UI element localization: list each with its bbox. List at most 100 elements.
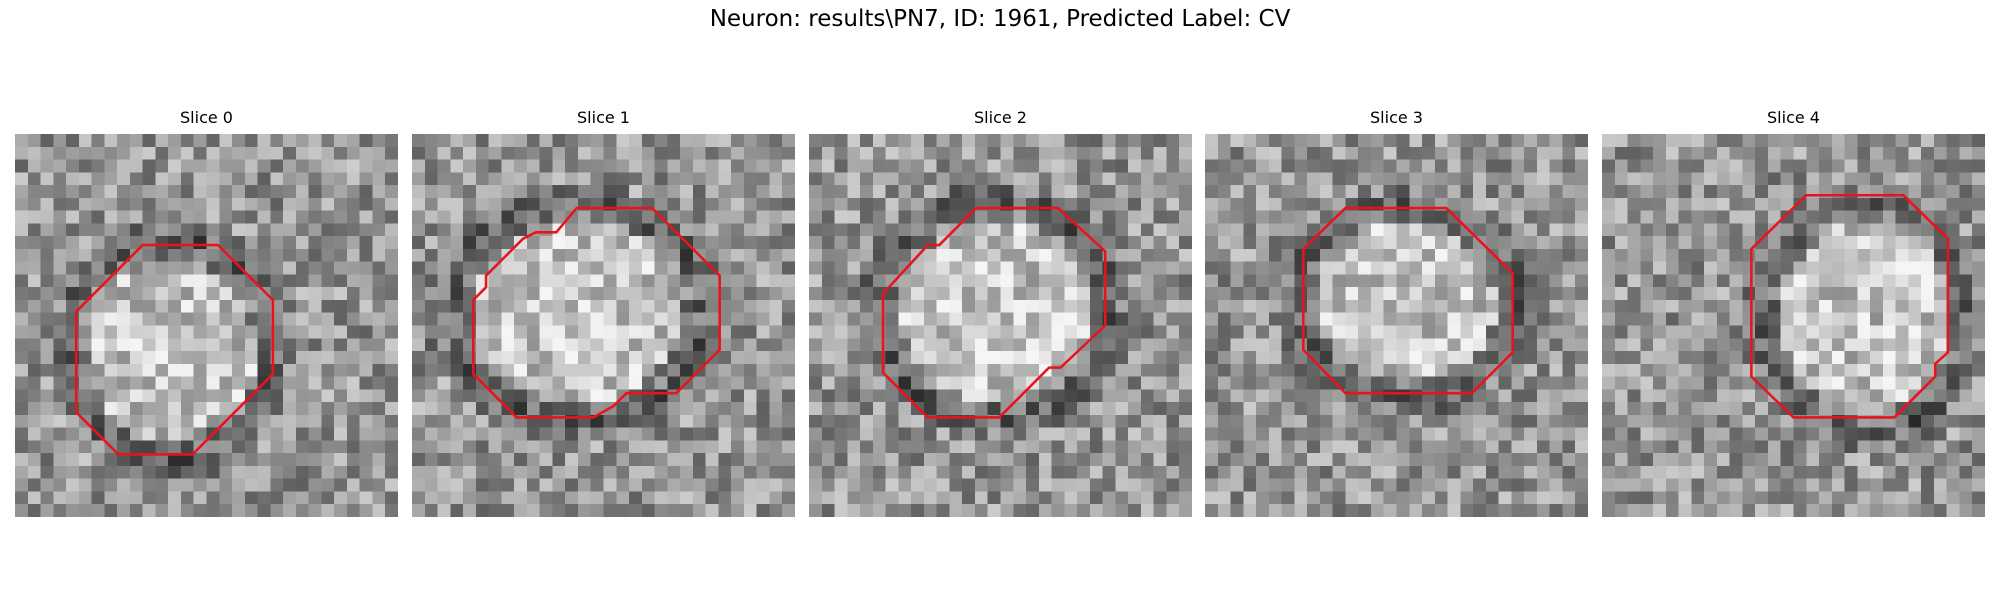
pixel xyxy=(437,223,451,237)
pixel xyxy=(1793,478,1807,492)
pixel xyxy=(193,197,207,211)
pixel xyxy=(66,427,79,441)
pixel xyxy=(962,146,975,160)
pixel xyxy=(15,146,28,160)
pixel xyxy=(1549,440,1563,454)
pixel xyxy=(718,402,732,415)
pixel xyxy=(987,504,1001,517)
pixel xyxy=(1933,185,1947,198)
pixel xyxy=(308,465,322,479)
pixel xyxy=(283,299,296,313)
pixel xyxy=(385,453,398,466)
pixel xyxy=(66,172,79,186)
contour xyxy=(472,206,721,419)
pixel xyxy=(1678,389,1692,403)
pixel xyxy=(78,402,92,415)
pixel xyxy=(526,478,540,492)
pixel xyxy=(718,478,732,492)
pixel xyxy=(1000,236,1014,249)
pixel xyxy=(1933,414,1947,428)
pixel xyxy=(372,261,386,275)
pixel xyxy=(539,427,553,441)
pixel xyxy=(372,376,386,390)
pixel xyxy=(206,299,220,313)
pixel xyxy=(756,478,770,492)
pixel xyxy=(168,146,181,160)
pixel xyxy=(1345,236,1359,249)
pixel xyxy=(1026,185,1039,198)
pixel xyxy=(346,210,360,224)
pixel xyxy=(1524,363,1537,377)
pixel xyxy=(577,363,591,377)
pixel xyxy=(539,172,553,186)
pixel xyxy=(1447,363,1461,377)
pixel xyxy=(257,261,271,275)
pixel xyxy=(974,478,988,492)
pixel xyxy=(1870,159,1883,173)
pixel xyxy=(66,287,79,300)
pixel xyxy=(232,453,245,466)
pixel xyxy=(1704,312,1717,326)
pixel xyxy=(1013,287,1027,300)
pixel xyxy=(1077,299,1090,313)
pixel xyxy=(809,351,822,364)
pixel xyxy=(1716,185,1730,198)
pixel xyxy=(1281,210,1295,224)
pixel xyxy=(743,159,757,173)
pixel xyxy=(1268,363,1282,377)
pixel xyxy=(718,491,732,505)
pixel xyxy=(1742,363,1756,377)
pixel xyxy=(1704,248,1717,262)
pixel xyxy=(641,185,655,198)
pixel xyxy=(321,274,335,288)
pixel xyxy=(616,134,630,147)
pixel xyxy=(168,325,181,339)
pixel xyxy=(974,440,988,454)
pixel xyxy=(1959,465,1973,479)
pixel xyxy=(1140,223,1154,237)
pixel xyxy=(257,274,271,288)
pixel xyxy=(15,248,28,262)
contour xyxy=(75,243,275,456)
pixel xyxy=(1370,427,1384,441)
pixel xyxy=(1704,146,1717,160)
pixel xyxy=(936,172,950,186)
pixel xyxy=(552,351,566,364)
pixel xyxy=(1627,504,1641,517)
pixel xyxy=(1115,338,1129,352)
pixel xyxy=(974,223,988,237)
pixel xyxy=(1294,478,1308,492)
pixel xyxy=(1780,465,1794,479)
pixel xyxy=(641,402,655,415)
pixel xyxy=(257,427,271,441)
pixel xyxy=(1230,465,1244,479)
pixel xyxy=(1704,465,1717,479)
pixel xyxy=(1511,427,1525,441)
pixel xyxy=(359,236,373,249)
pixel xyxy=(1345,274,1359,288)
pixel xyxy=(1767,146,1781,160)
pixel xyxy=(1678,159,1692,173)
pixel xyxy=(1767,338,1781,352)
pixel xyxy=(1205,402,1218,415)
pixel xyxy=(1000,159,1014,173)
pixel xyxy=(1064,402,1078,415)
pixel xyxy=(1319,338,1333,352)
pixel xyxy=(15,159,28,173)
pixel xyxy=(577,504,591,517)
pixel xyxy=(1064,223,1078,237)
pixel xyxy=(1780,440,1794,454)
pixel xyxy=(898,414,912,428)
pixel xyxy=(1051,376,1065,390)
pixel xyxy=(1332,376,1346,390)
pixel xyxy=(1217,351,1231,364)
panel-title: Slice 0 xyxy=(180,108,233,127)
pixel xyxy=(987,134,1001,147)
pixel xyxy=(1575,427,1588,441)
pixel xyxy=(1921,389,1934,403)
pixel xyxy=(809,197,822,211)
pixel xyxy=(1946,338,1960,352)
pixel xyxy=(860,325,873,339)
pixel xyxy=(936,185,950,198)
pixel xyxy=(232,376,245,390)
